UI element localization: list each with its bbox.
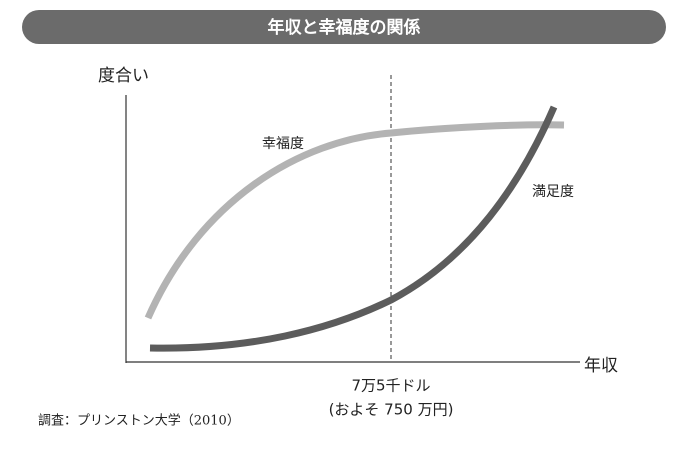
y-axis-label: 度合い — [98, 66, 149, 86]
title: 年収と幸福度の関係 — [268, 17, 421, 38]
curve-label: 満足度 — [532, 184, 574, 200]
curve-label: 幸福度 — [262, 136, 304, 152]
threshold-label: 7万5千ドル — [351, 377, 430, 395]
title-bar — [22, 10, 666, 44]
threshold-sublabel: (およそ 750 万円) — [329, 401, 454, 419]
satisfaction-curve — [149, 105, 558, 352]
x-axis-label: 年収 — [584, 356, 618, 376]
happiness-curve — [144, 121, 565, 320]
source-note: 調査：プリンストン大学（2010） — [38, 413, 240, 429]
